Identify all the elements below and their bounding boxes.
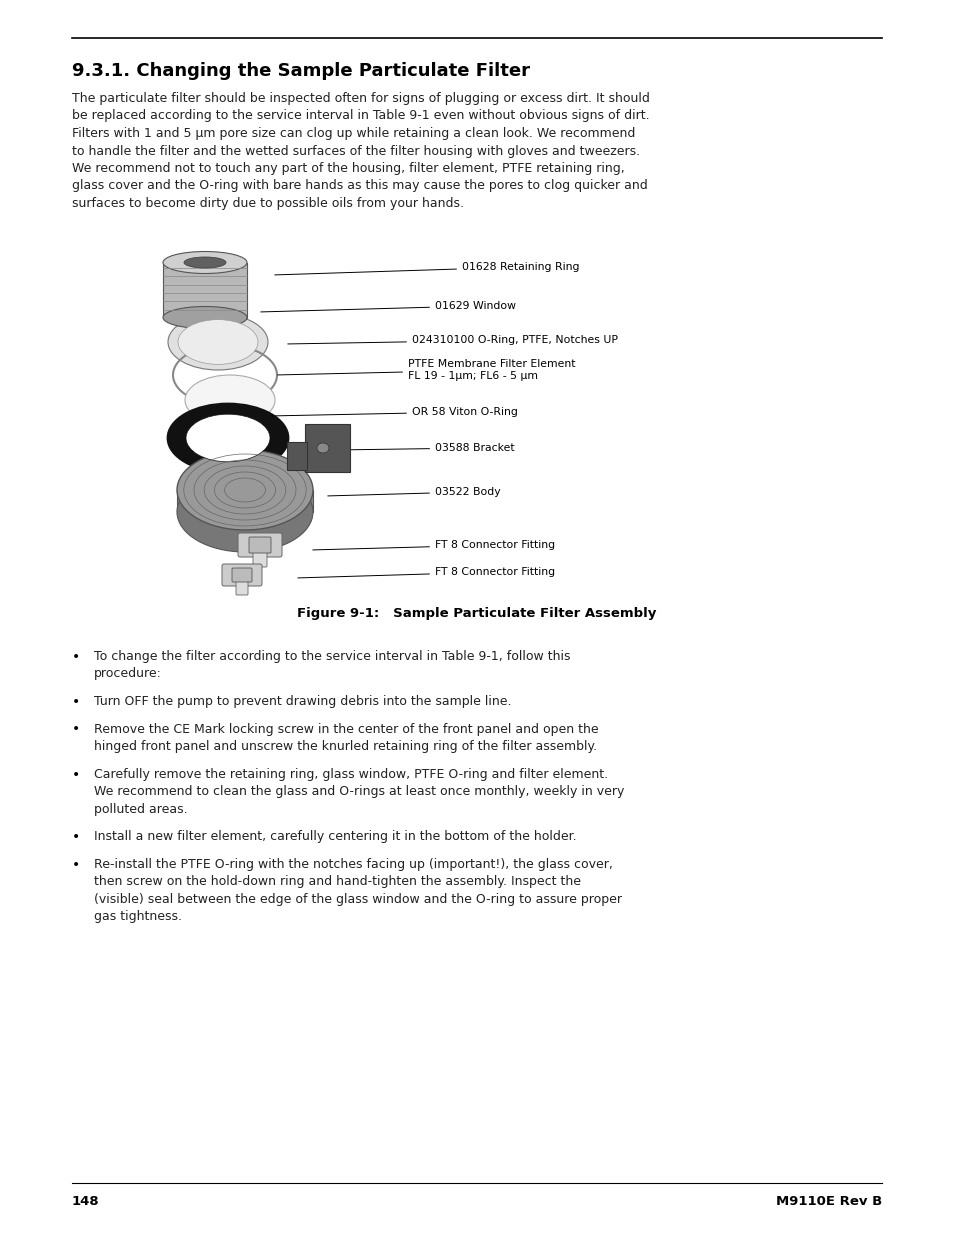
Text: 024310100 O-Ring, PTFE, Notches UP: 024310100 O-Ring, PTFE, Notches UP	[288, 335, 618, 345]
Text: FT 8 Connector Fitting: FT 8 Connector Fitting	[297, 567, 555, 578]
FancyBboxPatch shape	[249, 537, 271, 553]
Text: •: •	[71, 857, 80, 872]
Text: Figure 9-1:   Sample Particulate Filter Assembly: Figure 9-1: Sample Particulate Filter As…	[297, 606, 656, 620]
Text: Install a new filter element, carefully centering it in the bottom of the holder: Install a new filter element, carefully …	[94, 830, 576, 844]
Text: 01629 Window: 01629 Window	[260, 301, 516, 312]
Text: PTFE Membrane Filter Element
FL 19 - 1μm; FL6 - 5 μm: PTFE Membrane Filter Element FL 19 - 1μm…	[277, 359, 575, 382]
Ellipse shape	[163, 306, 247, 329]
Ellipse shape	[168, 404, 288, 472]
FancyBboxPatch shape	[163, 263, 247, 317]
Text: M9110E Rev B: M9110E Rev B	[775, 1195, 882, 1208]
FancyBboxPatch shape	[222, 564, 262, 585]
Text: The particulate filter should be inspected often for signs of plugging or excess: The particulate filter should be inspect…	[71, 91, 649, 210]
FancyBboxPatch shape	[232, 568, 252, 582]
Ellipse shape	[177, 472, 313, 552]
FancyBboxPatch shape	[235, 580, 248, 595]
FancyBboxPatch shape	[177, 490, 313, 513]
Text: •: •	[71, 695, 80, 709]
Text: 148: 148	[71, 1195, 99, 1208]
Text: 03522 Body: 03522 Body	[328, 487, 500, 496]
Text: Re-install the PTFE O-ring with the notches facing up (important!), the glass co: Re-install the PTFE O-ring with the notc…	[94, 857, 621, 923]
Text: Remove the CE Mark locking screw in the center of the front panel and open the
h: Remove the CE Mark locking screw in the …	[94, 722, 598, 753]
Ellipse shape	[316, 443, 329, 453]
Ellipse shape	[177, 450, 313, 530]
Text: OR 58 Viton O-Ring: OR 58 Viton O-Ring	[271, 408, 517, 417]
Ellipse shape	[178, 320, 257, 364]
Text: •: •	[71, 767, 80, 782]
Text: FT 8 Connector Fitting: FT 8 Connector Fitting	[313, 540, 555, 550]
Text: •: •	[71, 722, 80, 736]
FancyBboxPatch shape	[237, 534, 282, 557]
FancyBboxPatch shape	[305, 424, 350, 472]
FancyBboxPatch shape	[253, 551, 267, 567]
Ellipse shape	[163, 252, 247, 273]
Text: To change the filter according to the service interval in Table 9-1, follow this: To change the filter according to the se…	[94, 650, 570, 680]
Text: •: •	[71, 650, 80, 664]
FancyBboxPatch shape	[287, 442, 307, 471]
Ellipse shape	[186, 414, 270, 462]
Text: Turn OFF the pump to prevent drawing debris into the sample line.: Turn OFF the pump to prevent drawing deb…	[94, 695, 511, 708]
Text: •: •	[71, 830, 80, 844]
Ellipse shape	[184, 257, 226, 268]
Text: 9.3.1. Changing the Sample Particulate Filter: 9.3.1. Changing the Sample Particulate F…	[71, 62, 530, 80]
Ellipse shape	[168, 314, 268, 370]
Text: 03588 Bracket: 03588 Bracket	[337, 443, 514, 453]
Text: 01628 Retaining Ring: 01628 Retaining Ring	[274, 262, 578, 275]
Text: Carefully remove the retaining ring, glass window, PTFE O-ring and filter elemen: Carefully remove the retaining ring, gla…	[94, 767, 623, 815]
Ellipse shape	[185, 375, 274, 425]
